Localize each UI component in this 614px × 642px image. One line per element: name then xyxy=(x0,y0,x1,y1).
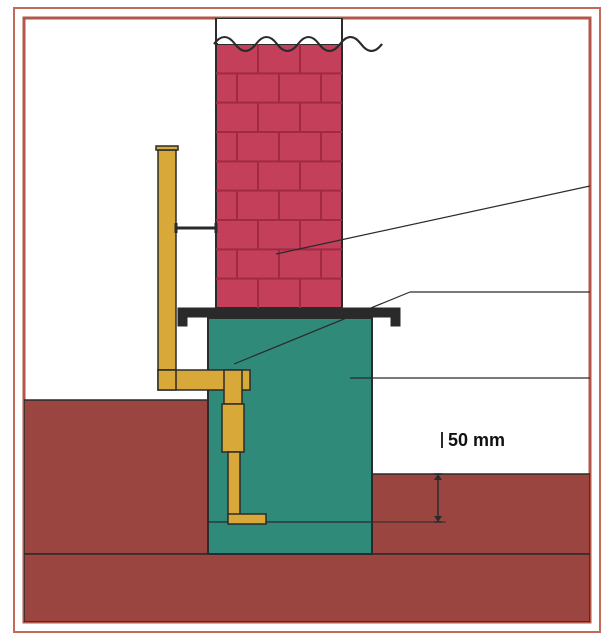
ground-1 xyxy=(372,474,590,554)
diagram-svg: 50 mm xyxy=(0,0,614,642)
ground-2 xyxy=(24,554,590,622)
pipe-inner xyxy=(228,452,240,520)
pipe-sleeve xyxy=(222,404,244,452)
wall-break-mask xyxy=(218,28,340,44)
pipe-riser-cap xyxy=(156,146,178,150)
diagram-stage: 50 mm xyxy=(0,0,614,642)
pipe-inner-elbow xyxy=(228,514,266,524)
pipe-riser xyxy=(158,150,176,370)
dim-label: 50 mm xyxy=(448,430,505,450)
pipe-elbow xyxy=(158,370,176,390)
pipe-transition xyxy=(224,370,242,404)
ground-0 xyxy=(24,400,208,554)
